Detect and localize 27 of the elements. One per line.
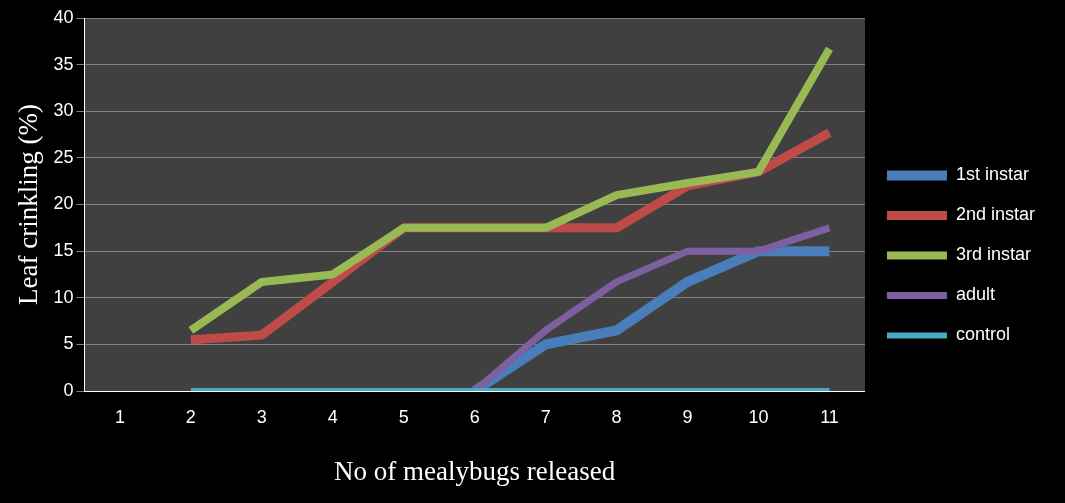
y-tick-label: 35 [53,53,74,74]
y-tick-label: 0 [63,379,74,400]
x-tick-label: 4 [327,406,338,427]
x-tick-label: 7 [540,406,551,427]
x-tick-label: 3 [256,406,267,427]
x-tick-label: 6 [469,406,480,427]
x-tick-label: 11 [820,406,839,427]
y-tick-label: 40 [53,6,74,27]
legend-label: 1st instar [955,164,1029,185]
legend-label: 3rd instar [955,244,1031,265]
x-tick-label: 10 [748,406,769,427]
x-tick-label: 5 [398,406,409,427]
y-tick-label: 15 [53,240,74,261]
legend-label: control [955,324,1010,345]
x-tick-label: 8 [611,406,622,427]
x-axis-title: No of mealybugs released [334,455,616,486]
y-tick-label: 5 [63,333,74,354]
legend-label: 2nd instar [955,204,1036,225]
y-axis-title: Leaf crinkling (%) [13,104,44,305]
y-tick-label: 20 [53,193,74,214]
x-tick-label: 1 [114,406,125,427]
y-tick-label: 30 [53,100,74,121]
y-tick-label: 25 [53,146,74,167]
legend-label: adult [955,284,995,305]
x-tick-label: 2 [185,406,196,427]
y-tick-label: 10 [53,286,74,307]
x-tick-label: 9 [682,406,693,427]
